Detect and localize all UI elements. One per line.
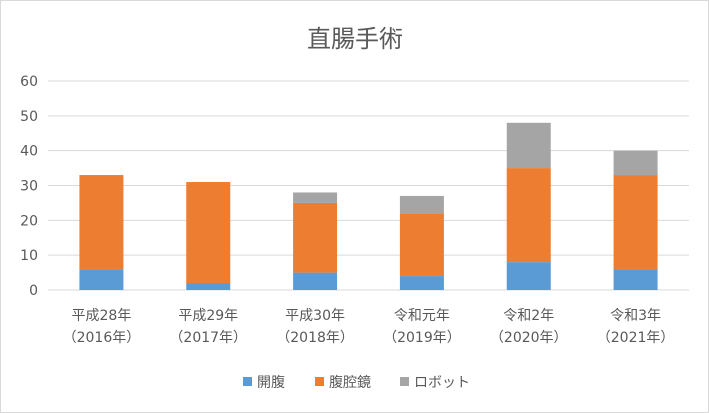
legend-label: ロボット [414, 375, 470, 391]
bar-segment [506, 262, 551, 290]
bar-segment [506, 122, 551, 169]
y-axis-ticks: 0 10 20 30 40 50 60 [20, 74, 38, 299]
y-tick-label: 60 [20, 74, 38, 90]
bar-segment [293, 192, 338, 203]
x-category-label: （2018年） [276, 330, 354, 346]
bar-segment [293, 272, 338, 290]
y-tick-label: 30 [20, 179, 38, 195]
legend-swatch [243, 377, 252, 386]
bar-segment [613, 175, 658, 270]
chart-title: 直腸手術 [307, 25, 403, 53]
bar-segment [186, 182, 231, 284]
x-category-label: （2017年） [169, 330, 247, 346]
x-category-label: 平成30年 [285, 308, 345, 324]
x-category-label: （2021年） [597, 330, 675, 346]
bars [79, 122, 658, 290]
y-tick-label: 50 [20, 109, 38, 125]
x-category-label: 平成28年 [72, 308, 132, 324]
y-tick-label: 40 [20, 144, 38, 160]
bar-segment [613, 269, 658, 290]
y-tick-label: 10 [20, 248, 38, 264]
bar-segment [399, 195, 444, 214]
bar-segment [399, 276, 444, 290]
x-category-label: （2019年） [383, 330, 461, 346]
x-category-label: 令和元年 [394, 308, 450, 324]
bar-segment [79, 269, 124, 290]
bar-segment [79, 175, 124, 270]
x-category-label: 平成29年 [178, 308, 238, 324]
x-axis-labels: 平成28年 （2016年） 平成29年 （2017年） 平成30年 （2018年） 令和元年… [63, 308, 675, 346]
legend-label: 開腹 [257, 374, 285, 391]
legend-swatch [315, 377, 324, 386]
x-category-label: （2016年） [63, 330, 141, 346]
bar-segment [613, 150, 658, 176]
legend: 開腹 腹腔鏡 ロボット [243, 374, 470, 391]
legend-swatch [400, 377, 409, 386]
bar-segment [506, 168, 551, 263]
legend-label: 腹腔鏡 [329, 374, 371, 391]
bar-segment [399, 213, 444, 277]
x-category-label: 令和2年 [503, 308, 554, 324]
gridlines [48, 80, 689, 291]
y-tick-label: 20 [20, 213, 38, 229]
x-category-label: （2020年） [490, 330, 568, 346]
x-category-label: 令和3年 [610, 308, 661, 324]
bar-segment [186, 283, 231, 290]
bar-segment [293, 202, 338, 273]
y-tick-label: 0 [29, 283, 38, 299]
